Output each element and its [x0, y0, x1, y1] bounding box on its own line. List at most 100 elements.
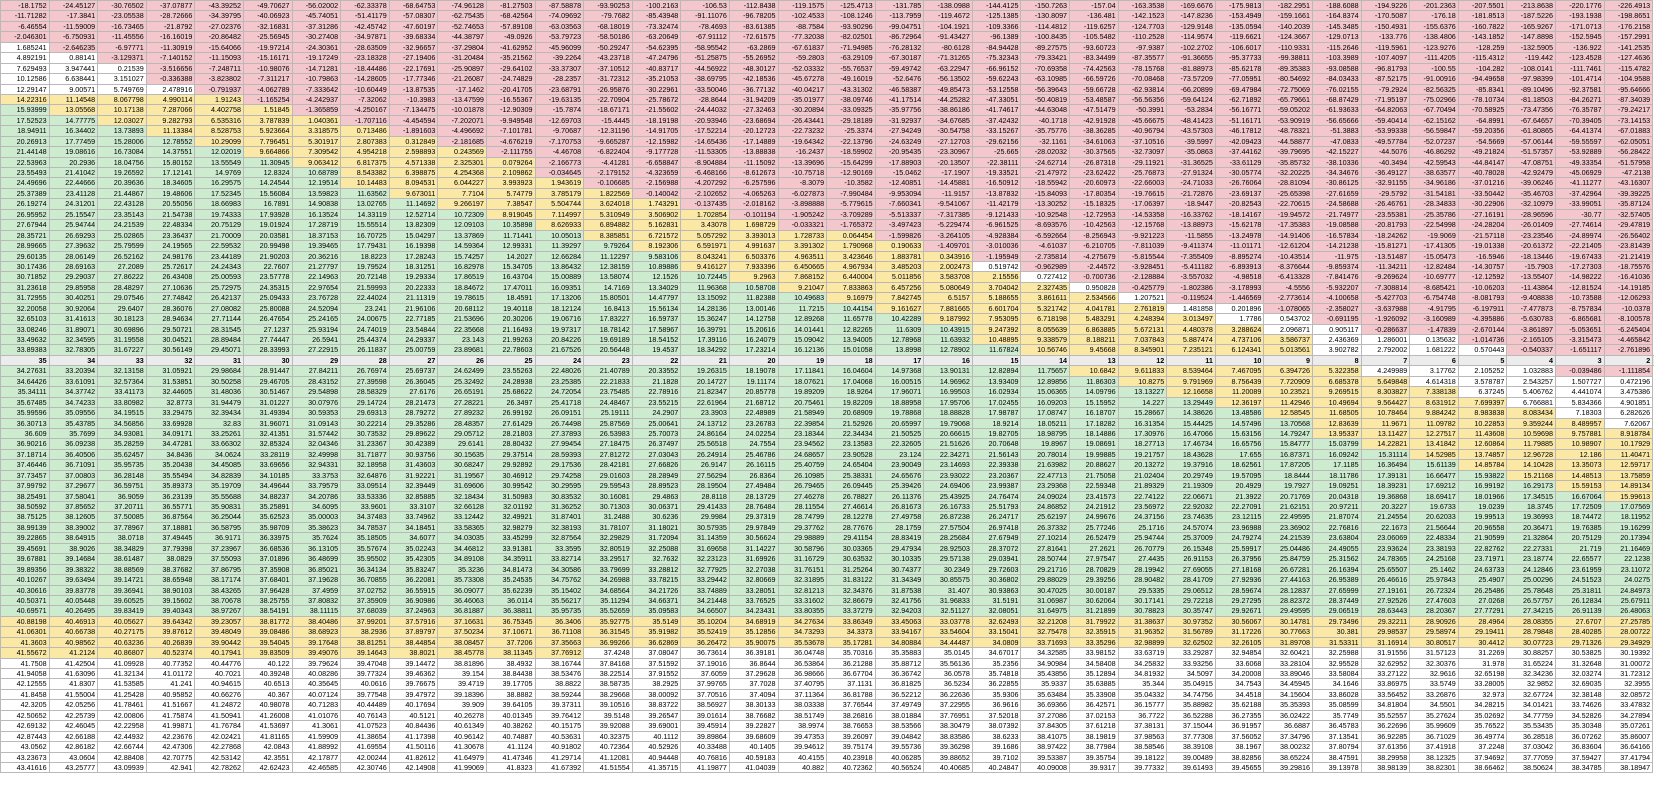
table-cell[interactable]: 24.21539: [97, 219, 147, 231]
table-cell[interactable]: 37.89797: [388, 626, 439, 638]
table-cell[interactable]: -92.37581: [1555, 83, 1605, 95]
table-cell[interactable]: 39.45691: [0, 542, 50, 555]
table-cell[interactable]: 39.79624: [291, 657, 342, 670]
table-cell[interactable]: 37.6059: [680, 667, 730, 680]
table-cell[interactable]: 29.37762: [777, 521, 828, 534]
table-cell[interactable]: 29.71326: [1555, 636, 1605, 649]
table-cell[interactable]: 35.62457: [97, 448, 147, 461]
table-cell[interactable]: 32.85324: [242, 438, 293, 450]
table-cell[interactable]: -20.41705: [485, 83, 536, 95]
table-cell[interactable]: 27.22915: [291, 344, 342, 356]
table-cell[interactable]: 39.01614: [680, 709, 730, 722]
table-cell[interactable]: 39.54045: [242, 636, 293, 649]
table-cell[interactable]: -63.2869: [728, 41, 779, 54]
table-cell[interactable]: -22.70904: [583, 93, 633, 106]
table-cell[interactable]: 35.04915: [1166, 678, 1216, 690]
table-cell[interactable]: 39.40343: [145, 605, 196, 617]
table-cell[interactable]: 32.18958: [340, 459, 390, 471]
table-cell[interactable]: 34.7543: [1214, 678, 1265, 690]
table-cell[interactable]: -20.86482: [194, 31, 244, 43]
table-cell[interactable]: 35.74818: [971, 667, 1022, 680]
table-cell[interactable]: 25.59917: [1214, 542, 1265, 555]
table-cell[interactable]: 24.79274: [1214, 532, 1265, 544]
table-cell[interactable]: 40.7021: [194, 667, 244, 680]
table-cell[interactable]: 39.83778: [48, 584, 99, 596]
table-cell[interactable]: 9.00571: [48, 83, 99, 95]
table-cell[interactable]: 9.359244: [1506, 417, 1556, 429]
table-cell[interactable]: -13.51487: [1360, 250, 1411, 262]
table-cell[interactable]: 31.94479: [194, 396, 244, 409]
table-cell[interactable]: 31.19558: [97, 333, 147, 346]
table-cell[interactable]: 0.079264: [485, 156, 536, 169]
table-cell[interactable]: 2.478916: [145, 83, 196, 95]
table-cell[interactable]: 18.9214: [971, 417, 1022, 429]
table-cell[interactable]: -79.7682: [583, 10, 633, 22]
table-cell[interactable]: 36.9059: [97, 490, 147, 503]
table-cell[interactable]: 26.37332: [1020, 521, 1071, 534]
table-cell[interactable]: 39.17648: [291, 636, 342, 649]
table-cell[interactable]: 43.0562: [0, 741, 50, 753]
table-cell[interactable]: 19.89209: [777, 386, 828, 398]
table-cell[interactable]: 20.66615: [923, 427, 973, 440]
table-cell[interactable]: 33.49632: [0, 333, 50, 346]
table-cell[interactable]: -27.19406: [388, 52, 439, 64]
table-cell[interactable]: 26.10985: [777, 469, 828, 482]
table-cell[interactable]: -57.89108: [485, 20, 536, 33]
table-cell[interactable]: 0.950828: [1069, 281, 1119, 294]
table-cell[interactable]: 10.43915: [923, 323, 973, 336]
table-cell[interactable]: -22.66003: [1117, 177, 1168, 189]
table-cell[interactable]: 39.9317: [1069, 761, 1119, 774]
table-cell[interactable]: 13.59823: [291, 187, 342, 200]
table-cell[interactable]: 32.20058: [0, 302, 50, 315]
table-cell[interactable]: 18.62561: [1214, 459, 1265, 471]
table-cell[interactable]: -14.91406: [1263, 229, 1314, 242]
table-cell[interactable]: 39.83509: [242, 647, 293, 659]
column-header-cell[interactable]: 26: [437, 354, 487, 367]
table-cell[interactable]: 30.71852: [0, 271, 50, 283]
table-cell[interactable]: 37.38131: [1117, 720, 1168, 732]
column-header-cell[interactable]: 18: [826, 354, 876, 367]
table-cell[interactable]: -2.111755: [485, 146, 536, 158]
table-cell[interactable]: 18.88958: [874, 396, 925, 409]
table-cell[interactable]: 34.64426: [0, 375, 50, 388]
table-cell[interactable]: -22.13796: [826, 135, 876, 148]
table-cell[interactable]: 38.30479: [923, 720, 973, 732]
table-cell[interactable]: 35.19709: [194, 480, 244, 492]
table-cell[interactable]: 13.95337: [1312, 427, 1362, 440]
table-cell[interactable]: 24.49055: [1312, 542, 1362, 555]
table-cell[interactable]: -78.4693: [680, 20, 730, 33]
table-cell[interactable]: -10.69777: [1409, 271, 1459, 283]
table-cell[interactable]: 17.46734: [1166, 438, 1216, 450]
table-cell[interactable]: -15.64066: [194, 41, 244, 54]
table-cell[interactable]: 23.76728: [291, 292, 342, 304]
table-cell[interactable]: 41.53585: [97, 678, 147, 690]
table-cell[interactable]: 6.124341: [1214, 344, 1265, 356]
table-cell[interactable]: -24.89974: [1555, 229, 1605, 242]
table-cell[interactable]: -5.513337: [874, 208, 925, 221]
table-cell[interactable]: 4.614318: [1409, 375, 1459, 388]
table-cell[interactable]: 40.09008: [1020, 761, 1071, 774]
table-cell[interactable]: 21.50525: [874, 427, 925, 440]
table-cell[interactable]: 19.36868: [1360, 490, 1411, 503]
table-cell[interactable]: -89.35383: [1263, 62, 1314, 75]
table-cell[interactable]: 2.325301: [437, 156, 487, 169]
table-cell[interactable]: -10.3983: [388, 93, 439, 106]
table-cell[interactable]: 22.59348: [1069, 480, 1119, 492]
table-cell[interactable]: 24.51523: [1555, 574, 1605, 586]
table-cell[interactable]: 2.598893: [388, 146, 439, 158]
table-cell[interactable]: -147.8898: [1506, 31, 1556, 43]
table-cell[interactable]: 38.97422: [1020, 741, 1071, 753]
table-cell[interactable]: -26.87318: [1069, 156, 1119, 169]
table-cell[interactable]: -39.79695: [1263, 146, 1314, 158]
table-cell[interactable]: 18.43628: [1166, 448, 1216, 461]
table-cell[interactable]: -43.31302: [826, 83, 876, 95]
table-cell[interactable]: -2.128884: [1117, 271, 1168, 283]
table-cell[interactable]: 35.52557: [1360, 709, 1411, 722]
table-cell[interactable]: 25.79599: [97, 240, 147, 252]
table-cell[interactable]: -27.02376: [194, 20, 244, 33]
table-cell[interactable]: -3.010036: [971, 240, 1022, 252]
table-cell[interactable]: -43.39252: [194, 0, 244, 12]
table-cell[interactable]: 23.06069: [1360, 532, 1411, 544]
table-cell[interactable]: 35.62523: [242, 511, 293, 523]
table-cell[interactable]: 36.45783: [1312, 720, 1362, 732]
